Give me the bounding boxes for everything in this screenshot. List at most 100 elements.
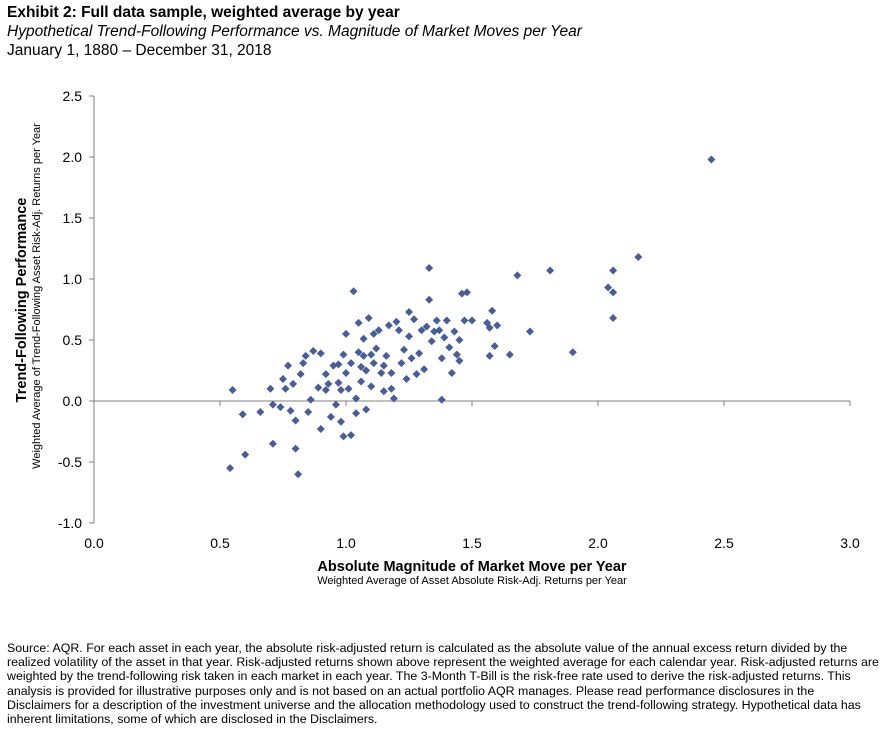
y-tick-label: 1.0: [63, 271, 83, 287]
data-point: [352, 394, 361, 403]
data-point: [407, 354, 416, 363]
data-point: [415, 349, 424, 358]
data-point: [331, 400, 340, 409]
data-point: [362, 366, 371, 375]
data-point: [256, 407, 265, 416]
data-point: [334, 360, 343, 369]
data-point: [493, 321, 502, 330]
data-point: [513, 271, 522, 280]
x-tick-label: 0.5: [210, 535, 230, 551]
data-point: [238, 410, 247, 419]
data-point: [609, 288, 618, 297]
y-tick-label: 0.0: [63, 393, 83, 409]
data-point: [399, 345, 408, 354]
y-tick-label: -1.0: [58, 515, 82, 531]
data-point: [316, 425, 325, 434]
data-point: [525, 327, 534, 336]
data-point: [367, 350, 376, 359]
data-point: [442, 316, 451, 325]
data-point: [387, 384, 396, 393]
source-footnote: Source: AQR. For each asset in each year…: [7, 641, 879, 727]
data-point: [357, 377, 366, 386]
data-point: [437, 354, 446, 363]
data-point: [339, 432, 348, 441]
data-point: [367, 382, 376, 391]
data-point: [379, 361, 388, 370]
data-point: [304, 407, 313, 416]
data-point: [359, 351, 368, 360]
data-point: [505, 350, 514, 359]
data-point: [488, 306, 497, 315]
data-point: [425, 295, 434, 304]
data-point: [546, 266, 555, 275]
data-point: [420, 365, 429, 374]
data-point: [432, 316, 441, 325]
x-tick-label: 2.5: [714, 535, 734, 551]
data-point: [279, 375, 287, 384]
data-point: [342, 329, 350, 338]
data-point: [309, 346, 318, 355]
data-point: [410, 315, 419, 324]
data-point: [349, 287, 358, 296]
data-point: [485, 351, 494, 360]
y-tick-label: 1.5: [63, 210, 83, 226]
chart-subtitle: Hypothetical Trend-Following Performance…: [7, 23, 582, 40]
y-axis-subtitle: Weighted Average of Trend-Following Asse…: [31, 123, 43, 469]
data-point: [362, 405, 371, 414]
data-point: [299, 359, 308, 368]
data-point: [568, 348, 577, 357]
data-point: [291, 444, 300, 453]
data-point: [374, 326, 383, 335]
data-point: [354, 348, 363, 357]
data-point: [369, 329, 378, 338]
data-point: [609, 314, 618, 323]
chart-title: Exhibit 2: Full data sample, weighted av…: [7, 4, 400, 21]
y-tick-label: -0.5: [58, 454, 82, 470]
y-tick-label: 2.5: [63, 88, 83, 104]
y-axis-ticks: 2.5 2.0 1.5 1.0 0.5 0.0 -0.5 -1.0: [58, 88, 94, 531]
data-point: [336, 417, 345, 426]
data-point: [294, 470, 303, 479]
data-point: [377, 368, 386, 377]
data-point: [289, 379, 298, 388]
data-point: [437, 395, 446, 404]
x-tick-label: 1.0: [336, 535, 356, 551]
x-axis-ticks: 0.0 0.5 1.0 1.5 2.0 2.5 3.0: [84, 401, 860, 551]
data-point: [321, 370, 330, 379]
data-point: [339, 350, 348, 359]
data-point: [276, 403, 285, 412]
data-point: [405, 332, 413, 341]
data-point: [397, 359, 406, 368]
data-point: [326, 412, 335, 421]
data-point: [460, 316, 469, 325]
data-point: [485, 323, 494, 332]
data-point: [296, 370, 305, 379]
data-point: [450, 327, 459, 336]
data-point: [286, 406, 295, 415]
data-point: [384, 321, 393, 330]
data-point: [412, 370, 421, 379]
x-tick-label: 2.0: [588, 535, 608, 551]
data-point: [372, 344, 381, 353]
data-point: [609, 266, 618, 275]
data-point: [228, 386, 237, 395]
data-point: [364, 314, 373, 323]
data-point: [604, 283, 613, 292]
date-range: January 1, 1880 – December 31, 2018: [7, 42, 272, 59]
y-tick-label: 0.5: [63, 332, 83, 348]
data-point: [354, 318, 363, 327]
data-point: [440, 333, 449, 342]
data-point: [352, 409, 361, 418]
data-point: [452, 350, 461, 359]
data-point: [389, 394, 398, 403]
data-point: [379, 387, 388, 396]
data-point: [268, 439, 277, 448]
data-point: [336, 386, 345, 395]
data-points: [226, 155, 716, 479]
x-tick-label: 1.5: [462, 535, 482, 551]
data-point: [266, 384, 275, 393]
data-point: [321, 386, 330, 395]
data-point: [324, 379, 333, 388]
data-point: [226, 464, 235, 473]
data-point: [462, 288, 471, 297]
